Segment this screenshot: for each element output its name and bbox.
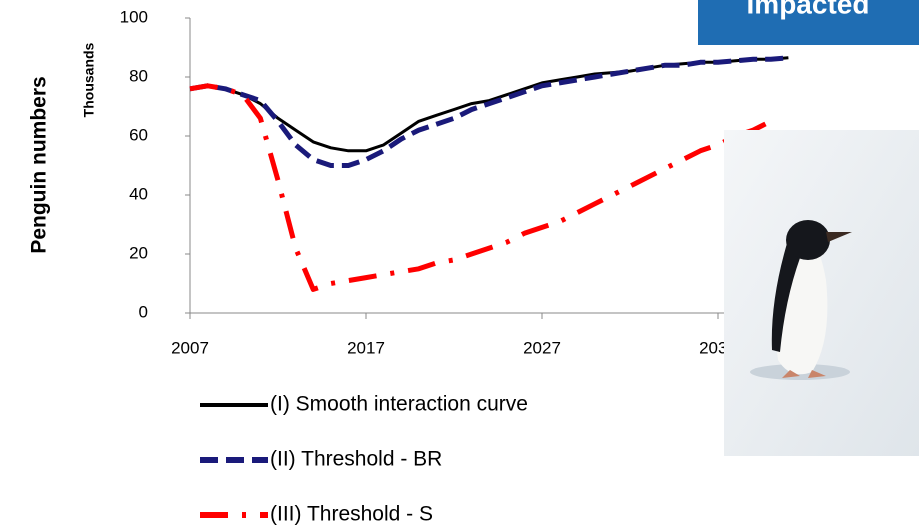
penguin-photo [724, 130, 919, 456]
y-tick-label: 100 [120, 7, 148, 26]
y-tick-label: 40 [129, 184, 148, 203]
x-tick-label: 2027 [523, 338, 561, 357]
x-tick-label: 2007 [171, 338, 209, 357]
annotation: Impacted [747, 0, 870, 19]
legend-label: (II) Threshold - BR [270, 448, 442, 471]
y-tick-label: 80 [129, 66, 148, 85]
series-line [189, 83, 772, 292]
y-tick-label: 0 [139, 302, 148, 321]
x-tick-label: 2017 [347, 338, 385, 357]
y-axis-label: Penguin numbers [28, 76, 51, 253]
legend-label: (III) Threshold - S [270, 503, 433, 526]
series-line [189, 55, 789, 168]
y-unit-label: Thousands [81, 42, 97, 117]
legend-label: (I) Smooth interaction curve [270, 393, 528, 416]
y-tick-label: 60 [129, 125, 148, 144]
y-tick-label: 20 [129, 243, 148, 262]
annotation-box [698, 0, 919, 45]
